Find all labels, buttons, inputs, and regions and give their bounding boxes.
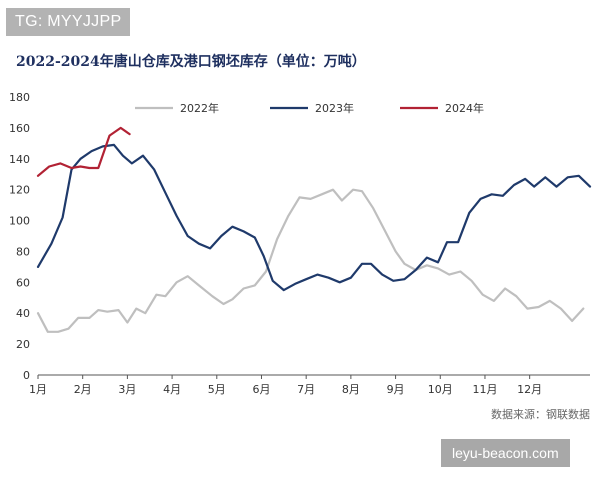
data-source: 数据来源：钢联数据 — [491, 408, 590, 421]
y-tick-label: 60 — [16, 276, 30, 289]
y-tick-label: 20 — [16, 338, 30, 351]
y-tick-label: 40 — [16, 307, 30, 320]
x-tick-label: 6月 — [252, 383, 270, 396]
x-tick-label: 11月 — [472, 383, 497, 396]
x-tick-label: 9月 — [387, 383, 405, 396]
x-tick-label: 7月 — [297, 383, 315, 396]
y-tick-label: 80 — [16, 245, 30, 258]
x-tick-label: 4月 — [163, 383, 181, 396]
chart-axes: 0 20 40 60 80 100 120 140 160 180 1月 2月 3月 4月 5月 6月 7月 8月… — [9, 91, 590, 396]
x-tick-label: 2月 — [74, 383, 92, 396]
legend-label-3: 2024年 — [445, 101, 484, 115]
x-tick-label: 1月 — [29, 383, 47, 396]
y-tick-label: 160 — [9, 122, 30, 135]
watermark-top: TG: MYYJJPP — [6, 8, 131, 36]
x-tick-label: 5月 — [208, 383, 226, 396]
series-line-3 — [36, 126, 131, 177]
legend-label-2: 2023年 — [315, 101, 354, 115]
x-tick-label: 3月 — [118, 383, 136, 396]
watermark-bottom: leyu-beacon.com — [441, 439, 570, 467]
x-tick-label: 8月 — [342, 383, 360, 396]
y-tick-label: 140 — [9, 153, 30, 166]
chart-legend: 2022年 2023年 2024年 — [135, 101, 484, 115]
legend-label-1: 2022年 — [180, 101, 219, 115]
x-tick-label: 12月 — [517, 383, 542, 396]
y-tick-label: 0 — [23, 369, 30, 382]
y-tick-label: 120 — [9, 184, 30, 197]
y-tick-label: 180 — [9, 91, 30, 104]
series-line-2 — [36, 143, 592, 292]
chart-title: 2022-2024年唐山仓库及港口钢坯库存（单位：万吨） — [16, 54, 366, 70]
x-tick-label: 10月 — [428, 383, 453, 396]
chart-series — [36, 126, 592, 333]
series-line-1 — [36, 188, 585, 333]
y-tick-label: 100 — [9, 215, 30, 228]
